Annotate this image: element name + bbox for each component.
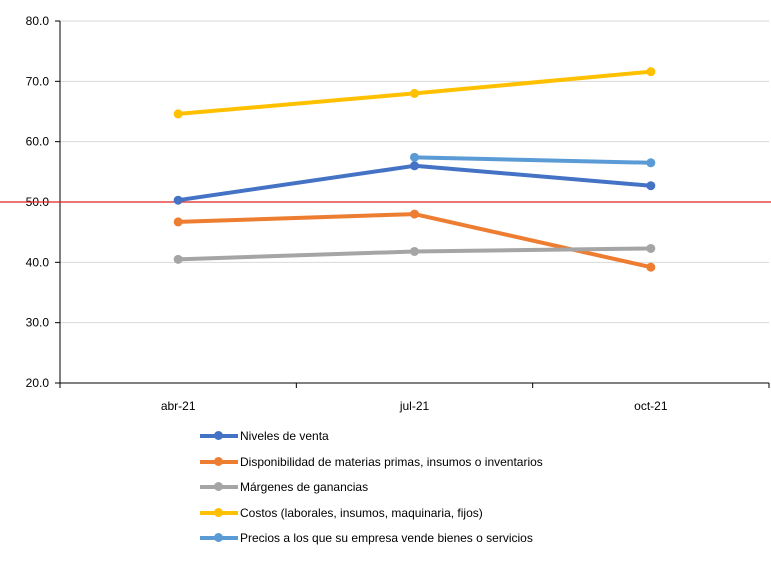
series-line [412,155,653,165]
y-tick-label: 40.0 [26,255,50,269]
series-layer [173,67,656,272]
data-point [410,246,419,256]
y-tick-label: 70.0 [26,74,50,88]
legend-item: Márgenes de ganancias [200,477,368,497]
legend-swatch [200,452,238,472]
legend-label: Precios a los que su empresa vende biene… [240,531,533,545]
y-tick-label: 60.0 [26,135,50,149]
data-point [646,243,656,253]
legend-swatch [200,503,238,523]
y-tick-labels: 20.030.040.050.060.070.080.0 [26,14,50,390]
legend-label: Costos (laborales, insumos, maquinaria, … [240,505,483,520]
x-tick-label: jul-21 [399,399,430,413]
legend-label: Márgenes de ganancias [240,480,369,494]
data-point [410,152,419,162]
legend-swatch [200,528,238,548]
data-point [646,262,656,272]
legend-item: Precios a los que su empresa vende biene… [200,528,533,548]
data-point [646,67,656,77]
data-point [410,88,419,98]
x-tick-label: oct-21 [634,399,668,413]
data-point [173,109,183,119]
y-tick-label: 80.0 [26,14,50,28]
legend-item: Disponibilidad de materias primas, insum… [200,452,543,472]
data-point [173,195,183,205]
data-point [173,217,183,227]
legend-label: Niveles de venta [240,429,329,443]
legend-swatch [200,477,238,497]
x-tick-labels: abr-21 jul-21 oct-21 [161,399,668,413]
data-point [646,158,656,168]
data-point [173,254,183,264]
axes [55,20,770,388]
legend-item: Costos (laborales, insumos, maquinaria, … [200,503,483,523]
y-tick-label: 20.0 [26,376,50,390]
data-point [410,209,419,219]
gridlines [60,20,769,324]
legend-item: Niveles de venta [200,426,329,446]
y-tick-label: 30.0 [26,316,50,330]
x-tick-label: abr-21 [161,399,196,413]
data-point [410,161,419,171]
legend-label: Disponibilidad de materias primas, insum… [240,454,543,469]
line-chart: 20.030.040.050.060.070.080.0 abr-21 jul-2… [0,14,771,413]
legend-swatch [200,426,238,446]
series-line [176,163,653,203]
data-point [646,181,656,191]
series-line [176,212,653,270]
